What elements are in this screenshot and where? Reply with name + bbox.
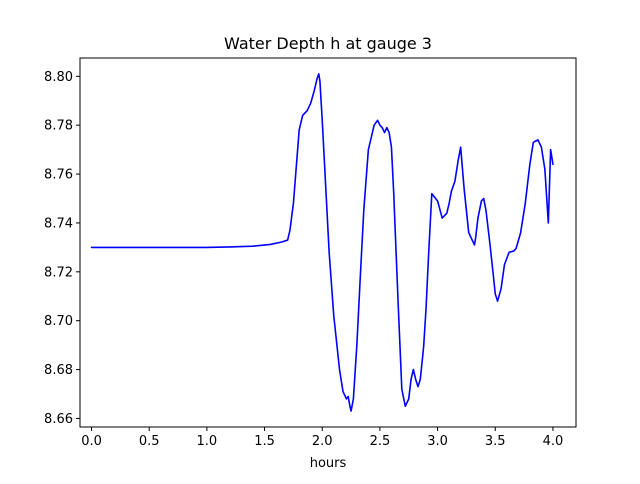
x-tick-label: 0.5 [139, 434, 160, 449]
chart-title: Water Depth h at gauge 3 [224, 34, 432, 53]
y-tick-label: 8.70 [44, 314, 73, 329]
plot-area [79, 57, 577, 428]
x-tick-label: 1.5 [254, 434, 275, 449]
x-tick-label: 1.0 [197, 434, 218, 449]
y-tick-label: 8.76 [44, 168, 73, 183]
x-tick-label: 3.0 [427, 434, 448, 449]
y-tick-label: 8.78 [44, 119, 73, 134]
x-tick-label: 3.5 [485, 434, 506, 449]
x-tick-label: 2.0 [312, 434, 333, 449]
series-line-water-depth [90, 73, 554, 412]
y-tick-label: 8.66 [44, 412, 73, 427]
x-tick-label: 2.5 [370, 434, 391, 449]
y-tick-label: 8.74 [44, 216, 73, 231]
axes-frame [79, 57, 577, 428]
y-axis-ticks: 8.66 8.68 8.70 8.72 8.74 8.76 8.78 8.80 [44, 70, 80, 427]
y-tick-label: 8.68 [44, 363, 73, 378]
y-tick-label: 8.80 [44, 70, 73, 85]
x-tick-label: 4.0 [543, 434, 564, 449]
x-axis-ticks: 0.0 0.5 1.0 1.5 2.0 2.5 3.0 3.5 4.0 [81, 427, 563, 449]
x-tick-label: 0.0 [81, 434, 102, 449]
x-axis-label: hours [310, 456, 347, 471]
y-tick-label: 8.72 [44, 265, 73, 280]
